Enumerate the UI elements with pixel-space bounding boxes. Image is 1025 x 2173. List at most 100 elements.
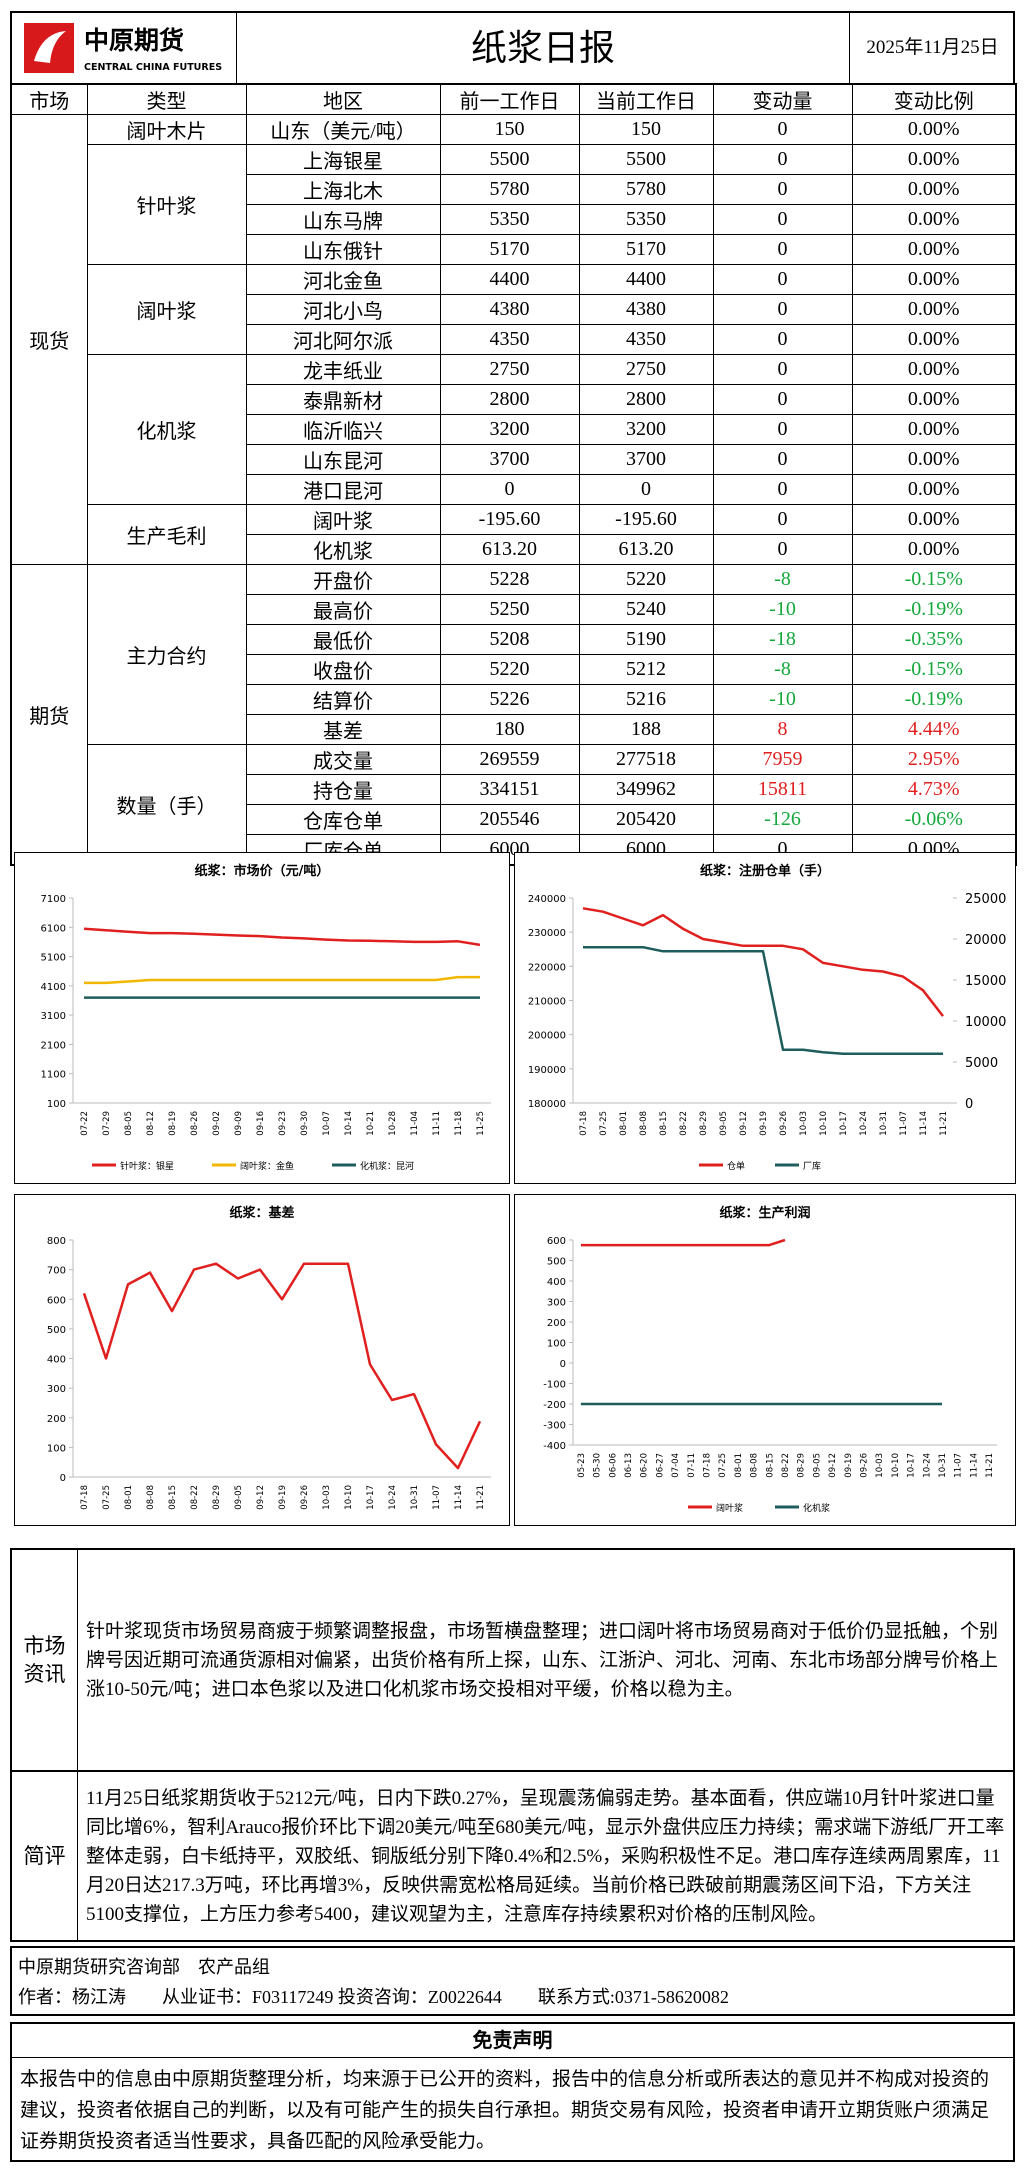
y-tick-label: 200000 [528, 1031, 566, 1042]
table-row: 数量（手） 成交量 269559 277518 7959 2.95% [11, 744, 1017, 866]
curr-cell: 5212 [578, 654, 714, 685]
curr-cell: 3700 [578, 444, 714, 475]
y-tick-label: 300 [547, 1298, 566, 1309]
y-tick-label: 200 [547, 1318, 566, 1329]
y-tick-label: -200 [543, 1400, 566, 1411]
x-tick-label: 10-03 [799, 1111, 809, 1136]
x-tick-label: 06-20 [640, 1453, 650, 1478]
legend-label: 仓单 [727, 1160, 745, 1172]
change-cell: 0 [712, 264, 853, 295]
ratio-cell: 0.00% [851, 324, 1017, 355]
ratio-cell: 0.00% [851, 294, 1017, 325]
prev-cell: 5350 [439, 204, 580, 235]
region-cell: 开盘价 [245, 564, 441, 595]
prev-cell: 2750 [439, 354, 580, 385]
x-tick-label: 10-24 [922, 1453, 932, 1478]
region-cell: 上海北木 [245, 174, 441, 205]
x-tick-label: 08-15 [765, 1453, 775, 1478]
curr-cell: 5216 [578, 684, 714, 715]
chart: 纸浆：基差 0 100 200 300 400 500 600 700 800 07-18 07-25… [47, 1205, 491, 1510]
line-series [84, 975, 480, 985]
y-tick-label: 400 [547, 1277, 566, 1288]
price-table: 市场 类型 地区 前一工作日 当前工作日 变动量 变动比例 现货 阔叶木片 山东（美元/吨） 15… [10, 83, 1017, 866]
prev-cell: 180 [439, 714, 580, 745]
table-row: 化机浆 613.20 613.20 0 0.00% [11, 534, 1017, 565]
department: 中原期货研究咨询部 农产品组 [18, 1957, 270, 1977]
curr-cell: 188 [578, 714, 714, 745]
y-tick-label: 3100 [41, 1011, 66, 1022]
y2-tick-label: 0 [965, 1097, 973, 1112]
change-cell: -126 [712, 804, 853, 835]
type-cell: 阔叶木片 [86, 114, 247, 145]
column-header: 当前工作日 [578, 83, 714, 115]
x-tick-label: 10-31 [879, 1111, 889, 1136]
legend-label: 化机浆：昆河 [360, 1160, 414, 1172]
author: 作者：杨江涛 [18, 1987, 126, 2007]
x-tick-label: 09-12 [739, 1111, 749, 1136]
ratio-cell: 0.00% [851, 444, 1017, 475]
x-tick-label: 10-10 [819, 1111, 829, 1136]
region-cell: 龙丰纸业 [245, 354, 441, 385]
change-cell: 0 [712, 384, 853, 415]
line-series [82, 1262, 482, 1470]
region-cell: 成交量 [245, 744, 441, 775]
y-tick-label: -400 [543, 1441, 566, 1452]
y-tick-label: 240000 [528, 894, 566, 905]
prev-cell: 4350 [439, 324, 580, 355]
x-tick-label: 08-01 [734, 1453, 744, 1478]
x-tick-label: 09-12 [828, 1453, 838, 1478]
change-cell: 0 [712, 174, 853, 205]
region-cell: 最高价 [245, 594, 441, 625]
table-row: 现货 阔叶木片 山东（美元/吨） 150 150 0 0.00% [10, 114, 1017, 565]
ratio-cell: 0.00% [851, 414, 1017, 445]
y-tick-label: 7100 [41, 894, 66, 905]
y-tick-label: 400 [47, 1355, 66, 1366]
x-tick-label: 07-25 [718, 1453, 728, 1478]
region-cell: 河北阿尔派 [245, 324, 441, 355]
x-tick-label: 11-21 [476, 1485, 486, 1510]
x-tick-label: 08-19 [168, 1111, 178, 1136]
x-tick-label: 10-24 [388, 1485, 398, 1510]
x-tick-label: 11-14 [969, 1453, 979, 1478]
footer: 中原期货研究咨询部 农产品组 作者：杨江涛 从业证书：F03117249 投资咨… [10, 1946, 1015, 2016]
x-tick-label: 10-17 [907, 1453, 917, 1478]
x-tick-label: 08-29 [699, 1111, 709, 1136]
region-cell: 山东昆河 [245, 444, 441, 475]
x-tick-label: 11-18 [454, 1111, 464, 1136]
change-cell: -8 [712, 564, 853, 595]
x-tick-label: 09-19 [844, 1453, 854, 1478]
logo-cn: 中原期货 [84, 26, 184, 55]
y-tick-label: 100 [547, 1339, 566, 1350]
curr-cell: 2750 [578, 354, 714, 385]
table-row: 针叶浆 上海银星 5500 5500 0 0.00% [11, 144, 1017, 265]
ratio-cell: -0.19% [851, 684, 1017, 715]
change-cell: -10 [712, 594, 853, 625]
info-body: 针叶浆现货市场贸易商疲于频繁调整报盘，市场暂横盘整理；进口阔叶将市场贸易商对于低… [86, 1620, 999, 1700]
prev-cell: 5228 [439, 564, 580, 595]
change-cell: 0 [712, 234, 853, 265]
x-tick-label: 07-11 [687, 1453, 697, 1478]
comment-label-cell: 简评 [12, 1772, 78, 1940]
comment-body: 11月25日纸浆期货收于5212元/吨，日内下跌0.27%，呈现震荡偏弱走势。基… [86, 1787, 1005, 1925]
type-cell: 数量（手） [86, 744, 247, 866]
table-row: 最低价 5208 5190 -18 -0.35% [11, 624, 1017, 655]
x-tick-label: 10-07 [322, 1111, 332, 1136]
type-cell: 阔叶浆 [86, 264, 247, 355]
prev-cell: 5220 [439, 654, 580, 685]
disclaimer-text: 本报告中的信息由中原期货整理分析，均来源于已公开的资料，报告中的信息分析或所表达… [20, 2069, 990, 2152]
market-cell: 期货 [10, 564, 88, 866]
type-cell: 主力合约 [86, 564, 247, 745]
change-cell: 0 [712, 144, 853, 175]
chart-title: 纸浆：市场价（元/吨） [195, 863, 330, 879]
info-label-cell: 市场资讯 [12, 1550, 78, 1770]
comment-text: 11月25日纸浆期货收于5212元/吨，日内下跌0.27%，呈现震荡偏弱走势。基… [78, 1772, 1013, 1940]
ratio-cell: 0.00% [851, 204, 1017, 235]
x-tick-label: 11-14 [454, 1485, 464, 1510]
prev-cell: 4400 [439, 264, 580, 295]
curr-cell: 349962 [578, 774, 714, 805]
y-tick-label: 200 [47, 1414, 66, 1425]
change-cell: -10 [712, 684, 853, 715]
prev-cell: -195.60 [439, 504, 580, 535]
change-cell: 0 [712, 294, 853, 325]
